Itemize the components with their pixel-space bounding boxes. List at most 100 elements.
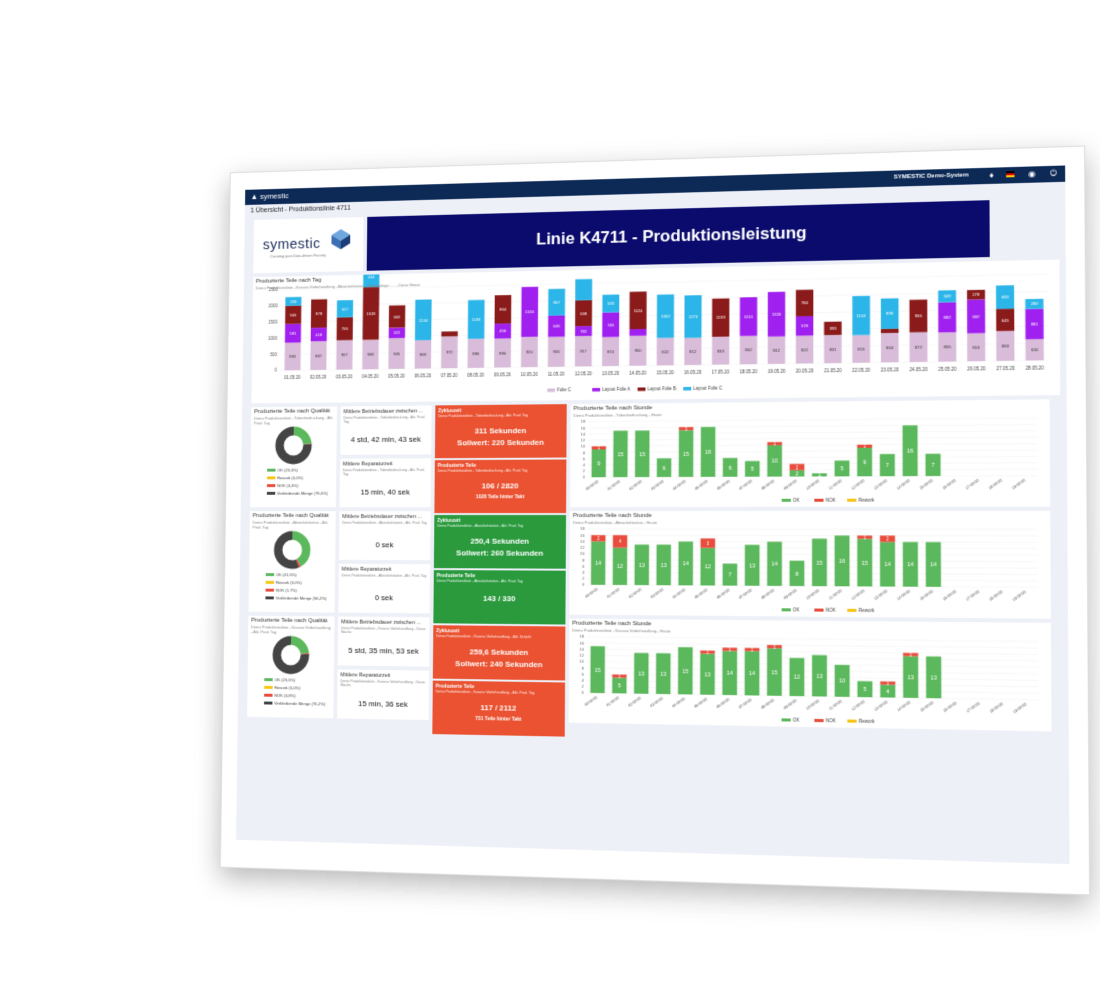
x-tick-label: 21.05.20 bbox=[824, 368, 842, 373]
kpi-value: 117 / 2112 bbox=[433, 702, 565, 713]
bar-data-label: 15 bbox=[771, 670, 777, 676]
bar-data-label: 13 bbox=[704, 672, 710, 678]
x-tick-label: 19.05.20 bbox=[768, 369, 786, 374]
y-tick-label: 2 bbox=[582, 576, 584, 581]
card-subtitle: Demo Produktionslinie - Abwickelstation … bbox=[342, 574, 428, 578]
bar-data-label: 15 bbox=[862, 560, 868, 566]
x-tick-label: 12:00:00 bbox=[850, 589, 865, 601]
y-tick-label: 500 bbox=[270, 352, 278, 357]
bar-data-label: 616 bbox=[1031, 347, 1039, 352]
x-tick-label: 18:00:00 bbox=[989, 702, 1004, 714]
card-title: Mittlere Reparaturzeit bbox=[342, 567, 429, 573]
bar-data-label: 13 bbox=[816, 674, 822, 680]
legend-swatch bbox=[267, 469, 275, 472]
x-tick-label: 06:00:00 bbox=[716, 479, 731, 491]
globe-icon[interactable]: ◉ bbox=[1028, 169, 1035, 178]
bar-data-label: 2 bbox=[795, 471, 798, 477]
bar-data-label: 880 bbox=[499, 350, 507, 355]
bar-data-label: 13 bbox=[660, 671, 666, 677]
legend-label: OK bbox=[793, 717, 800, 722]
logo-icon: ▲ bbox=[251, 192, 258, 201]
card-value: 0 sek bbox=[339, 540, 430, 549]
bar-data-label: 8 bbox=[795, 571, 798, 577]
x-tick-label: 19:00:00 bbox=[1011, 478, 1026, 490]
bar-data-label: 646 bbox=[553, 324, 561, 329]
bar-data-label: 878 bbox=[316, 311, 323, 316]
y-tick-label: 4 bbox=[583, 462, 586, 467]
mttr-card-3: Mittlere Reparaturzeit Demo Produktionsl… bbox=[337, 669, 429, 720]
y-tick-label: 12 bbox=[581, 438, 585, 443]
bar-data-label: 1124 bbox=[634, 308, 644, 313]
x-tick-label: 16:00:00 bbox=[942, 701, 957, 713]
y-tick-label: 18 bbox=[581, 419, 585, 424]
bar-data-label: 887 bbox=[315, 353, 322, 358]
x-tick-label: 06:00:00 bbox=[716, 588, 731, 600]
bar-data-label: 784 bbox=[801, 300, 809, 305]
kpi-note: 1028 Teile hinter Takt bbox=[435, 494, 567, 500]
bar-data-label: 1326 bbox=[772, 312, 782, 317]
legend-label: Layout Folie C bbox=[693, 386, 722, 391]
x-tick-label: 11:00:00 bbox=[828, 589, 843, 601]
x-tick-label: 08.05.20 bbox=[467, 373, 484, 378]
bar-data-label: 900 bbox=[634, 348, 642, 353]
legend-swatch bbox=[782, 718, 791, 721]
bar-data-label: 6 bbox=[663, 466, 666, 472]
legend-label: Verbleibende Menge (76,0%) bbox=[277, 491, 328, 496]
bar-data-label: 882 bbox=[944, 315, 952, 320]
kpi-subtitle: Demo Produktionslinie - Abwickelstation … bbox=[437, 579, 523, 583]
bar-data-label: 13 bbox=[749, 563, 755, 569]
legend-label: Rework bbox=[859, 719, 876, 725]
bar-data-label: 14 bbox=[683, 561, 689, 567]
legend-swatch bbox=[782, 608, 791, 611]
bar-data-label: 745 bbox=[607, 322, 615, 327]
legend-label: NOK (1,7%) bbox=[276, 588, 298, 593]
bar-data-label: 581 bbox=[290, 331, 297, 336]
brand-cube-icon bbox=[330, 227, 353, 251]
bar-data-label: 16 bbox=[839, 559, 845, 565]
flag-de-icon[interactable] bbox=[1006, 170, 1014, 179]
y-tick-label: 18 bbox=[580, 526, 584, 531]
x-tick-label: 07:00:00 bbox=[738, 588, 753, 600]
y-tick-label: 8 bbox=[582, 665, 584, 670]
x-tick-label: 12:00:00 bbox=[850, 479, 865, 491]
card-value: 0 sek bbox=[338, 593, 429, 602]
x-tick-label: 17:00:00 bbox=[965, 701, 980, 713]
bar-data-label: 16 bbox=[705, 450, 711, 456]
hourly-panel-2: Produzierte Teile nach Stunde Demo Produ… bbox=[569, 511, 1050, 619]
y-tick-label: 10 bbox=[579, 659, 583, 664]
bar-data-label: 15 bbox=[682, 669, 688, 675]
bar-data-label: 533 bbox=[607, 301, 615, 306]
bar-data-label: 6 bbox=[729, 465, 732, 471]
bar-data-label: 1516 bbox=[525, 309, 535, 314]
app-logo[interactable]: ▲ symestic bbox=[251, 191, 289, 201]
card-title: Mittlere Reparaturzeit bbox=[343, 461, 430, 467]
bell-icon[interactable]: ♦ bbox=[989, 171, 993, 180]
hourly-panel-3: Produzierte Teile nach Stunde Demo Produ… bbox=[569, 619, 1052, 732]
bar-data-label: 4 bbox=[886, 689, 889, 695]
bar-data-label: 782 bbox=[580, 329, 588, 334]
y-tick-label: 1500 bbox=[268, 320, 278, 325]
power-icon[interactable]: ⏻ bbox=[1050, 169, 1057, 178]
breadcrumb[interactable]: 1 Übersicht - Produktionslinie 4711 bbox=[250, 205, 350, 214]
bar-data-label: 12 bbox=[705, 565, 711, 571]
legend-label: OK (23,4%) bbox=[277, 468, 298, 473]
x-tick-label: 07:00:00 bbox=[738, 479, 753, 491]
y-tick-label: 12 bbox=[580, 653, 584, 658]
bar-data-label: 15 bbox=[816, 560, 822, 566]
y-tick-label: 14 bbox=[581, 431, 586, 436]
hourly-subtitle: Demo Produktionslinie - Tobenbedruckung … bbox=[573, 412, 661, 418]
x-tick-label: 01:00:00 bbox=[606, 696, 620, 708]
x-tick-label: 16:00:00 bbox=[942, 479, 957, 491]
x-tick-label: 10:00:00 bbox=[805, 479, 820, 491]
brand-name: symestic bbox=[263, 235, 321, 253]
bar-data-label: 13 bbox=[661, 563, 667, 569]
bar-data-label: 14 bbox=[595, 561, 601, 567]
grid-line bbox=[588, 463, 1037, 465]
bar-data-label: 706 bbox=[341, 326, 348, 331]
x-tick-label: 26.05.20 bbox=[967, 366, 986, 371]
bar-segment bbox=[575, 279, 592, 300]
legend-swatch bbox=[782, 499, 791, 502]
x-tick-label: 15:00:00 bbox=[919, 589, 934, 601]
brand-panel: symestic Creating your Data-driven Facto… bbox=[253, 217, 363, 273]
x-tick-label: 10:00:00 bbox=[805, 589, 820, 601]
